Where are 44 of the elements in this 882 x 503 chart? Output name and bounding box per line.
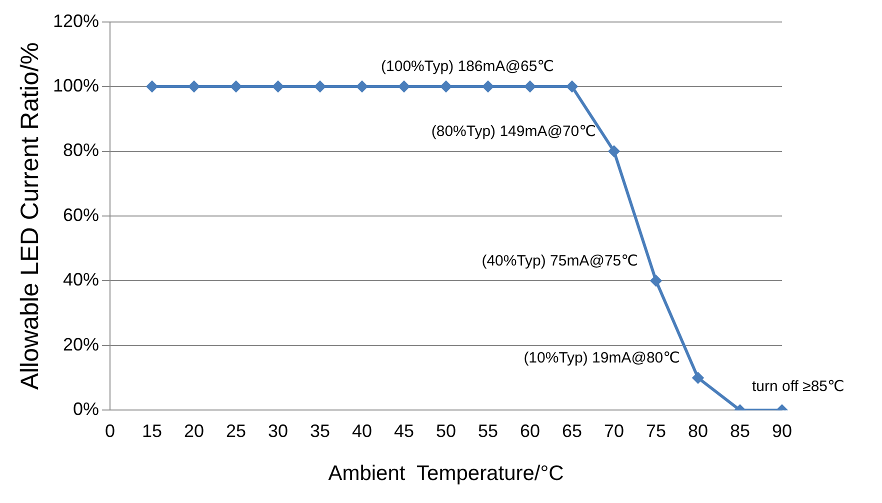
y-tick-label: 60%: [63, 204, 100, 225]
x-tick-label: 70: [604, 420, 624, 441]
point: [398, 81, 410, 92]
x-tick-label: 25: [226, 420, 246, 441]
x-tick-label: 50: [436, 420, 456, 441]
x-tick-label: 20: [184, 420, 204, 441]
point: [650, 275, 662, 286]
x-tick-label: 40: [352, 420, 372, 441]
x-tick-label: 65: [562, 420, 582, 441]
x-tick-label: 80: [688, 420, 708, 441]
x-tick-label: 60: [520, 420, 540, 441]
point: [608, 146, 620, 157]
annotation: turn off ≥85℃: [752, 378, 844, 395]
x-tick-label: 45: [394, 420, 414, 441]
y-tick-label: 100%: [52, 76, 100, 96]
y-tick-label: 80%: [63, 140, 100, 160]
y-tick-label: 120%: [52, 10, 100, 31]
annotation: (100%Typ) 186mA@65℃: [381, 58, 554, 76]
x-tick-label: 35: [310, 420, 330, 441]
y-axis-title: Allowable LED Current Ratio/%: [16, 42, 44, 390]
y-tick-label: 20%: [63, 334, 100, 354]
point: [440, 81, 452, 92]
x-tick-label: 75: [646, 420, 666, 441]
point: [482, 81, 494, 92]
point: [566, 81, 578, 92]
point: [356, 81, 368, 92]
point: [314, 81, 326, 92]
x-tick-label: 15: [142, 420, 162, 441]
y-tick-label: 40%: [63, 270, 100, 290]
x-tick-label: 55: [478, 420, 498, 441]
annotation: (10%Typ) 19mA@80℃: [524, 349, 680, 366]
x-axis-title: Ambient Temperature/°C: [328, 462, 564, 486]
x-tick-label: 85: [730, 420, 750, 441]
point: [146, 81, 158, 92]
y-tick-label: 0%: [73, 399, 100, 420]
annotation: (80%Typ) 149mA@70℃: [431, 122, 596, 140]
point: [188, 81, 200, 92]
point: [272, 81, 284, 92]
x-tick-label: 90: [772, 420, 792, 441]
annotation: (40%Typ) 75mA@75℃: [482, 252, 638, 270]
point: [524, 81, 536, 92]
x-tick-label: 0: [105, 420, 116, 441]
x-tick-label: 30: [268, 420, 288, 441]
point: [230, 81, 242, 92]
